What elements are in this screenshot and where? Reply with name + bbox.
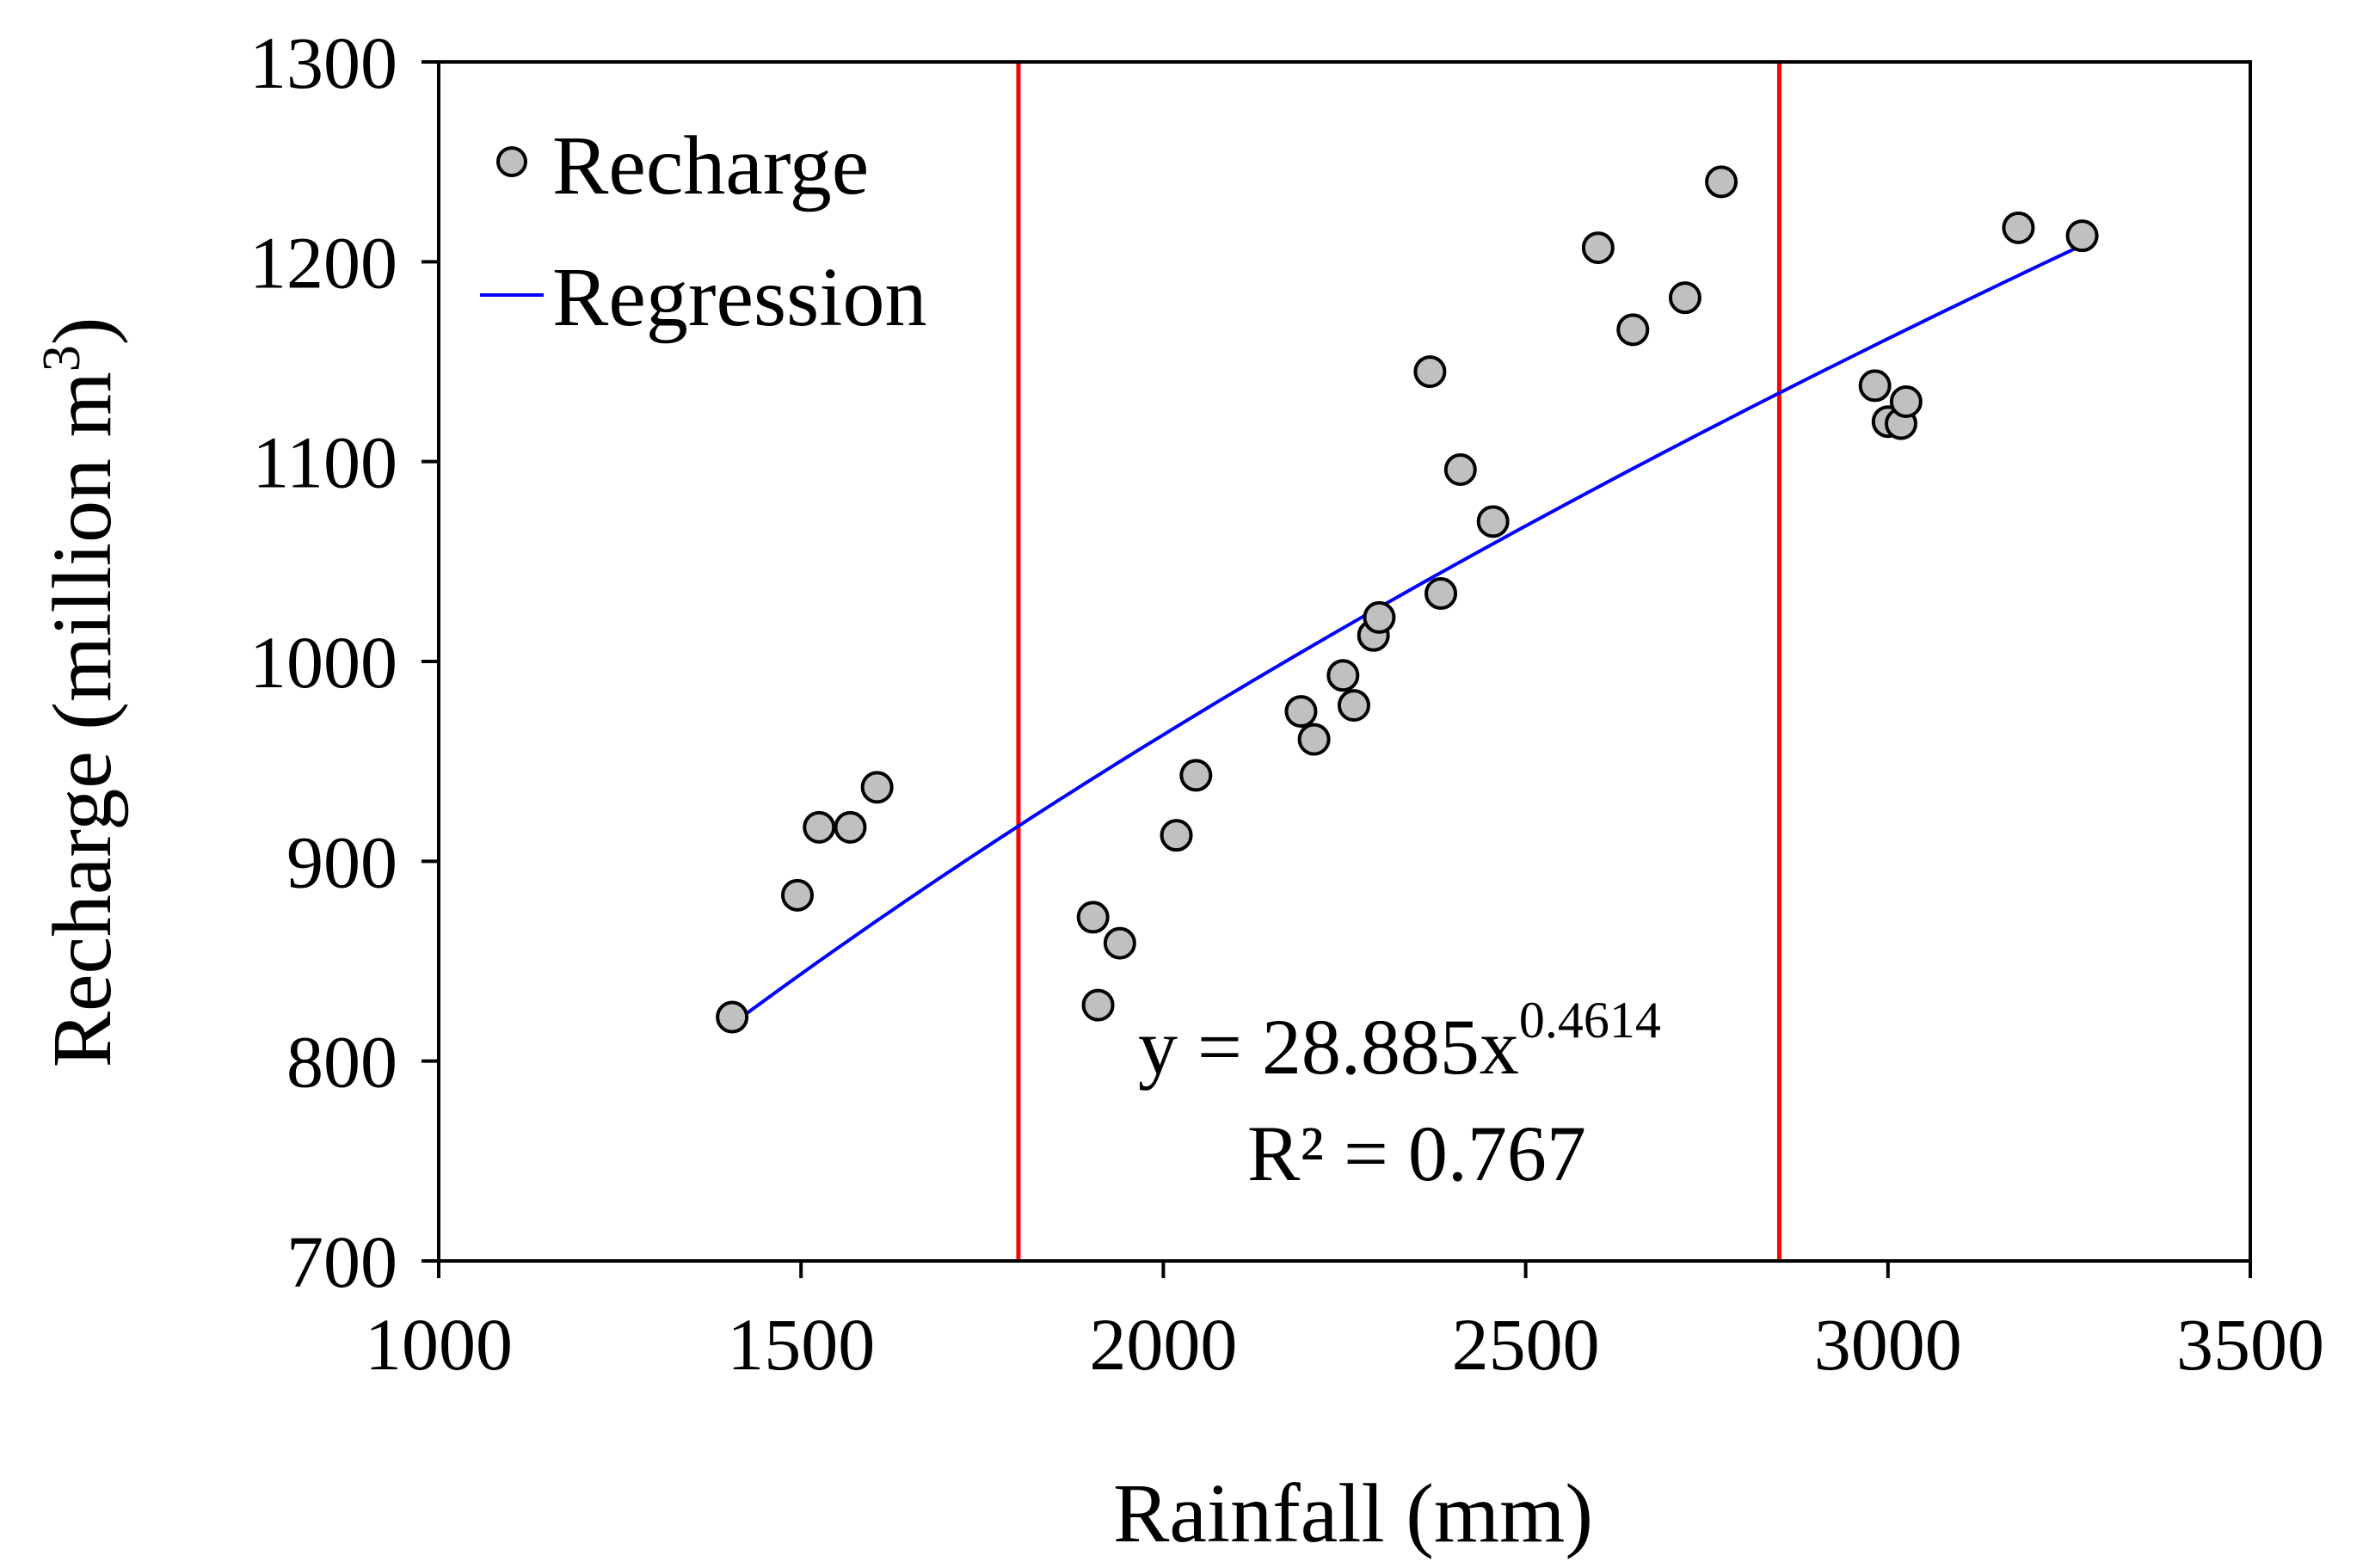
y-axis-title-superscript: 3: [33, 345, 91, 372]
x-axis-title: Rainfall (mm): [1113, 1467, 1593, 1560]
x-tick-label: 2000: [1089, 1303, 1237, 1386]
y-axis-title-main: Recharge (million m: [36, 372, 129, 1067]
y-axis-ticks: 700 800 900 1000 1100 1200 1300: [249, 22, 439, 1303]
regression-layer: [735, 243, 2085, 1024]
data-point: [1616, 313, 1650, 347]
equation-prefix: y = 28.885x: [1138, 1003, 1519, 1091]
y-tick-label: 1000: [249, 621, 397, 704]
data-point: [1179, 759, 1213, 792]
y-tick-label: 800: [286, 1021, 397, 1104]
x-tick-label: 1000: [365, 1303, 513, 1386]
data-point: [834, 810, 867, 844]
y-axis-title: Recharge (million m3): [33, 317, 129, 1068]
data-point: [803, 810, 836, 844]
data-point: [780, 878, 814, 912]
scatter-points: [716, 165, 2099, 1034]
data-point: [1581, 231, 1615, 265]
legend: Recharge Regression: [480, 120, 927, 344]
regression-annotation: y = 28.885x0.4614 R² = 0.767: [1138, 992, 1661, 1197]
data-point: [716, 1000, 749, 1034]
x-tick-label: 2500: [1452, 1303, 1600, 1386]
data-point: [1413, 355, 1447, 389]
equation-exponent: 0.4614: [1519, 992, 1661, 1048]
data-point: [1297, 723, 1331, 756]
data-point: [1103, 926, 1136, 960]
threshold-lines: [1016, 62, 1781, 1261]
equation-label: y = 28.885x0.4614: [1138, 992, 1661, 1091]
data-point: [1337, 689, 1370, 723]
data-point: [1081, 988, 1115, 1022]
data-point: [1424, 577, 1458, 611]
x-tick-label: 1500: [727, 1303, 875, 1386]
data-point: [1160, 819, 1193, 852]
r-squared-label: R² = 0.767: [1247, 1110, 1586, 1197]
data-point: [1476, 505, 1510, 538]
data-point: [1443, 452, 1477, 486]
data-point: [1284, 695, 1318, 729]
y-axis-title-close: ): [36, 317, 129, 346]
x-axis-ticks: 1000 1500 2000 2500 3000 3500: [365, 1261, 2324, 1386]
legend-recharge-label: Recharge: [552, 120, 869, 212]
data-point: [1326, 659, 1360, 692]
data-point: [1668, 281, 1701, 315]
x-tick-label: 3000: [1814, 1303, 1962, 1386]
data-point: [2065, 219, 2099, 253]
data-point: [860, 771, 894, 804]
y-tick-label: 1100: [252, 421, 397, 504]
data-point: [1889, 384, 1923, 418]
data-point: [1858, 369, 1892, 403]
x-tick-label: 3500: [2176, 1303, 2324, 1386]
data-point: [2002, 211, 2035, 244]
y-tick-label: 1200: [249, 221, 397, 304]
legend-recharge-marker: [496, 146, 527, 177]
data-point: [1705, 165, 1738, 199]
data-point: [1363, 600, 1396, 634]
y-tick-label: 1300: [249, 22, 397, 104]
legend-regression-label: Regression: [552, 251, 927, 344]
regression-line: [735, 243, 2085, 1024]
y-tick-label: 900: [286, 821, 397, 903]
y-tick-label: 700: [286, 1221, 397, 1303]
data-point: [1076, 901, 1110, 934]
